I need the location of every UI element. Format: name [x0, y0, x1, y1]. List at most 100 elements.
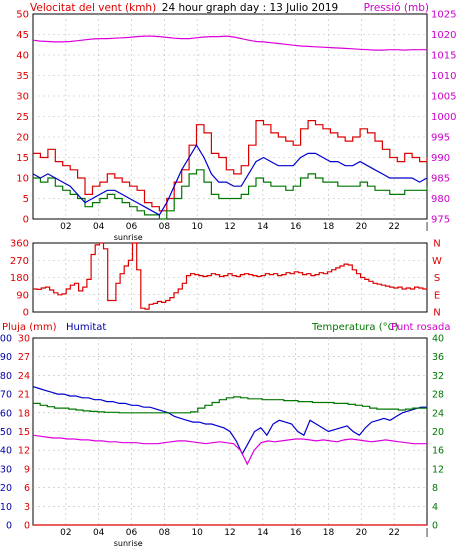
- humidity-tick-label: 30: [0, 464, 12, 475]
- x-tick-label: 18: [323, 528, 335, 538]
- rain-tick-label: 21: [18, 390, 30, 401]
- pressure-tick-label: 1005: [431, 92, 456, 103]
- humidity-tick-label: 80: [0, 371, 12, 382]
- direction-series-line: [33, 242, 428, 310]
- temperature-tick-label: 40: [432, 334, 444, 345]
- x-tick-label: 16: [290, 528, 302, 538]
- temperature-tick-label: 24: [432, 408, 444, 419]
- temperature-tick-label: 36: [432, 352, 444, 363]
- temperature-series-line: [33, 396, 427, 414]
- direction-tick-label: 90: [16, 290, 29, 301]
- temperature-axis-title: Temperatura (°C): [311, 322, 399, 333]
- temperature-tick-label: 32: [432, 371, 444, 382]
- x-tick-label: 20: [356, 528, 368, 538]
- pressure-tick-label: 990: [431, 153, 450, 164]
- x-tick-label: 02: [60, 528, 71, 538]
- pressure-tick-label: 1015: [431, 51, 456, 62]
- wind-tick-label: 30: [16, 92, 29, 103]
- x-tick-end: |: [425, 222, 428, 232]
- sunrise-label: sunrise: [114, 233, 143, 242]
- x-tick-label: 14: [257, 528, 269, 538]
- humidity-tick-label: 90: [0, 352, 12, 363]
- rain-tick-label: 9: [24, 464, 30, 475]
- rain-tick-label: 12: [18, 446, 30, 457]
- wind-tick-label: 5: [23, 194, 29, 205]
- wind-series-line: [33, 169, 428, 220]
- x-tick-label: 22: [388, 222, 399, 232]
- x-tick-label: 14: [257, 222, 269, 232]
- rain-tick-label: 30: [18, 334, 30, 345]
- pressure-tick-label: 995: [431, 133, 450, 144]
- rain-tick-label: 24: [18, 371, 30, 382]
- pressure-tick-label: 980: [431, 194, 450, 205]
- x-tick-label: 16: [290, 222, 302, 232]
- pressure-tick-label: 975: [431, 215, 450, 226]
- temperature-tick-label: 8: [432, 483, 438, 494]
- sunrise-label: sunrise: [114, 539, 143, 548]
- x-tick-label: 10: [191, 528, 203, 538]
- x-tick-label: 18: [323, 222, 335, 232]
- pressure-tick-label: 1010: [431, 71, 456, 82]
- temperature-tick-label: 28: [432, 390, 444, 401]
- temperature-tick-label: 20: [432, 427, 444, 438]
- direction-tick-label: 360: [10, 239, 29, 250]
- compass-tick-label: W: [432, 256, 442, 267]
- pressure-tick-label: 1020: [431, 30, 456, 41]
- rain-axis-title: Pluja (mm): [2, 322, 57, 333]
- pressure-series-line: [32, 35, 427, 51]
- rain-tick-label: 18: [18, 408, 30, 419]
- direction-tick-label: 0: [23, 308, 29, 319]
- x-tick-label: 12: [224, 528, 235, 538]
- temperature-tick-label: 12: [432, 464, 444, 475]
- x-tick-label: 20: [356, 222, 368, 232]
- pressure-axis-title: Pressió (mb): [364, 2, 429, 14]
- wind-axis-title: Velocitat del vent (kmh): [30, 2, 156, 14]
- wind-tick-label: 35: [16, 71, 29, 82]
- chart-title: 24 hour graph day : 13 Julio 2019: [162, 2, 338, 14]
- wind-tick-label: 25: [16, 112, 29, 123]
- x-tick-label: 04: [93, 222, 105, 232]
- x-tick-label: 08: [159, 222, 171, 232]
- pressure-tick-label: 1025: [431, 10, 456, 21]
- wind-tick-label: 40: [16, 51, 29, 62]
- direction-tick-label: 270: [10, 256, 29, 267]
- pressure-tick-label: 985: [431, 174, 450, 185]
- temperature-tick-label: 4: [432, 502, 438, 513]
- rain-tick-label: 15: [18, 427, 30, 438]
- humidity-tick-label: 60: [0, 408, 12, 419]
- x-tick-label: 06: [126, 222, 138, 232]
- compass-tick-label: N: [433, 239, 440, 250]
- pressure-tick-label: 1000: [431, 112, 456, 123]
- humidity-tick-label: 70: [0, 390, 12, 401]
- compass-tick-label: S: [434, 273, 440, 284]
- dewpoint-axis-title: Punt rosada: [391, 322, 450, 333]
- wind-tick-label: 0: [23, 215, 29, 226]
- humidity-tick-label: 40: [0, 446, 12, 457]
- humidity-tick-label: 20: [0, 483, 12, 494]
- wind-tick-label: 20: [16, 133, 29, 144]
- compass-tick-label: E: [434, 290, 440, 301]
- rain-tick-label: 0: [24, 521, 30, 532]
- humidity-tick-label: 50: [0, 427, 12, 438]
- rain-tick-label: 3: [24, 502, 30, 513]
- humidity-series-line: [32, 386, 427, 456]
- gust-series-line: [33, 119, 428, 212]
- x-tick-label: 10: [191, 222, 203, 232]
- x-tick-label: 06: [126, 528, 138, 538]
- x-tick-label: 22: [388, 528, 399, 538]
- temperature-tick-label: 16: [432, 446, 444, 457]
- x-tick-end: |: [425, 528, 428, 538]
- compass-tick-label: N: [433, 308, 440, 319]
- rain-tick-label: 6: [24, 483, 30, 494]
- humidity-tick-label: 100: [0, 334, 12, 345]
- x-tick-label: 12: [224, 222, 235, 232]
- x-tick-label: 08: [159, 528, 171, 538]
- temperature-tick-label: 0: [432, 521, 438, 532]
- rain-tick-label: 27: [18, 352, 30, 363]
- direction-tick-label: 180: [10, 273, 29, 284]
- wind-tick-label: 50: [16, 10, 29, 21]
